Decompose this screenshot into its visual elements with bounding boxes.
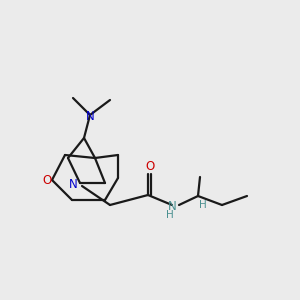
Text: H: H xyxy=(199,200,207,210)
Text: H: H xyxy=(166,210,174,220)
Text: O: O xyxy=(146,160,154,173)
Text: N: N xyxy=(85,110,94,122)
Text: N: N xyxy=(168,200,176,214)
Text: O: O xyxy=(42,173,52,187)
Text: N: N xyxy=(69,178,77,190)
